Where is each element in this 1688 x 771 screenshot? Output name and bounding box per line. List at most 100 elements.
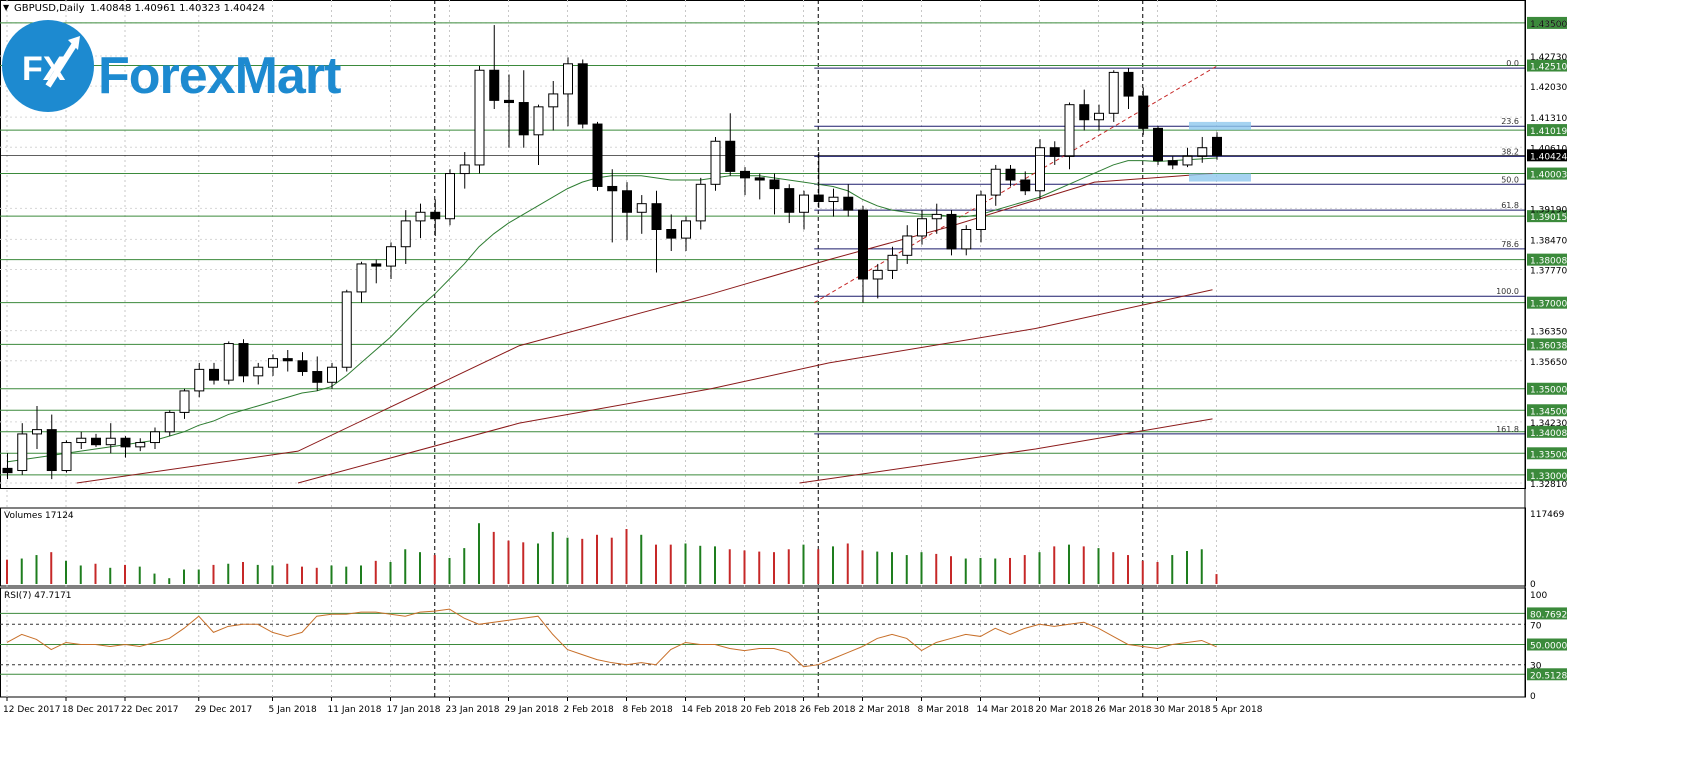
level-label-box <box>1527 253 1567 266</box>
rsi-tick-label: 0 <box>1530 692 1536 702</box>
ohlc-readout: 1.40848 1.40961 1.40323 1.40424 <box>90 3 265 14</box>
candle-body <box>297 360 308 373</box>
forexmart-logo-mark: FX <box>2 20 94 112</box>
x-tick-label: 20 Mar 2018 <box>1036 705 1093 715</box>
candle-body <box>356 263 367 293</box>
price-tick-label: 1.41310 <box>1530 114 1567 124</box>
price-tick-label: 1.32810 <box>1530 480 1567 490</box>
x-tick-label: 20 Feb 2018 <box>741 705 797 715</box>
candle-body <box>931 213 942 220</box>
candle-body <box>32 429 42 435</box>
candle-body <box>1138 95 1149 129</box>
rsi-pane: RSI(7) 47.7171 80.7692 50.0000 20.5128 100 70… <box>0 591 1567 702</box>
level-label-box <box>1527 210 1567 223</box>
candle-body <box>917 218 927 237</box>
candle-body <box>179 390 190 413</box>
candle-body <box>253 366 264 377</box>
volume-min-label: 0 <box>1530 580 1536 590</box>
x-tick-label: 11 Jan 2018 <box>328 705 382 715</box>
level-label-box <box>1527 167 1567 180</box>
x-tick-label: 17 Jan 2018 <box>387 705 441 715</box>
candle-body <box>725 140 736 172</box>
candle-body <box>1108 71 1119 114</box>
rsi-level-label: 80.7692 <box>1530 610 1567 620</box>
candle-body <box>622 190 632 213</box>
candle-body <box>710 140 721 185</box>
level-label: 1.33000 <box>1530 472 1567 482</box>
rsi-level-label: 20.5128 <box>1530 671 1567 681</box>
candle-body <box>1020 179 1031 192</box>
fib-label: 38.2 <box>1501 147 1519 156</box>
forexmart-logo-text: ForexMart <box>98 47 341 105</box>
forexmart-logo: FX ForexMart <box>0 18 380 118</box>
candle-body <box>1094 112 1104 121</box>
candle-body <box>1197 147 1208 157</box>
chart-title: GBPUSD,Daily <box>14 3 85 14</box>
candle-body <box>784 188 795 213</box>
level-label: 1.43500 <box>1530 20 1567 30</box>
x-tick-label: 14 Feb 2018 <box>682 705 738 715</box>
candle-body <box>577 63 588 125</box>
candle-body <box>371 263 382 267</box>
candle-body <box>1212 136 1222 156</box>
highlight-zone <box>1189 121 1251 130</box>
candle-body <box>474 69 485 166</box>
candle-body <box>17 433 28 472</box>
x-tick-label: 2 Feb 2018 <box>564 705 615 715</box>
fib-label: 161.8 <box>1496 425 1519 434</box>
candle-body <box>1153 127 1163 162</box>
candle-body <box>268 358 278 368</box>
candle-body <box>61 442 72 472</box>
candle-body <box>681 220 691 239</box>
candle-body <box>164 411 175 433</box>
fib-label: 78.6 <box>1501 240 1519 249</box>
x-tick-label: 5 Jan 2018 <box>269 705 317 715</box>
level-label-box <box>1527 382 1567 395</box>
highlight-zone <box>1189 173 1251 182</box>
candle-body <box>563 63 573 95</box>
candle-body <box>2 467 13 474</box>
support-resistance-levels: 1.43500 1.42510 1.41019 1.40003 1.39015 1.380… <box>0 16 1567 482</box>
candle-body <box>46 429 57 472</box>
x-tick-label: 30 Mar 2018 <box>1154 705 1211 715</box>
level-label-box <box>1527 425 1567 438</box>
candle-body <box>400 220 411 248</box>
level-label: 1.33500 <box>1530 450 1567 460</box>
menu-arrow-icon: ▼ <box>3 3 10 12</box>
x-tick-label: 2 Mar 2018 <box>859 705 911 715</box>
volume-pane: Volumes 17124 117469 0 <box>4 510 1565 590</box>
level-label-box <box>1527 404 1567 417</box>
candle-body <box>1035 147 1045 192</box>
fib-label: 23.6 <box>1501 117 1519 126</box>
rsi-level-box <box>1527 607 1567 620</box>
x-tick-label: 18 Dec 2017 <box>62 705 120 715</box>
level-label: 1.41019 <box>1530 127 1567 137</box>
candle-body <box>651 203 662 230</box>
candle-body <box>1182 155 1193 166</box>
candle-body <box>607 185 618 192</box>
candle-body <box>386 246 396 267</box>
candle-body <box>504 99 514 104</box>
candle-body <box>1167 160 1178 166</box>
level-label: 1.37000 <box>1530 300 1567 310</box>
fib-label: 50.0 <box>1501 175 1519 184</box>
rsi-tick-label: 100 <box>1530 591 1547 601</box>
price-tick-label: 1.40610 <box>1530 144 1567 154</box>
level-label: 1.34008 <box>1530 429 1567 439</box>
current-price-label: 1.40424 <box>1530 152 1567 162</box>
candle-body <box>695 183 706 222</box>
candle-body <box>946 213 957 250</box>
x-tick-label: 29 Jan 2018 <box>505 705 559 715</box>
rsi-title: RSI(7) 47.7171 <box>4 591 71 601</box>
candles <box>2 25 1222 480</box>
candle-body <box>282 358 293 362</box>
fib-label: 0.0 <box>1506 59 1519 68</box>
candle-body <box>120 437 131 448</box>
candle-body <box>666 228 677 239</box>
level-label: 1.35000 <box>1530 386 1567 396</box>
candle-body <box>91 437 101 446</box>
candle-body <box>533 106 544 136</box>
candle-body <box>813 194 824 203</box>
time-axis: 12 Dec 2017 18 Dec 2017 22 Dec 2017 29 Dec … <box>3 697 1263 715</box>
